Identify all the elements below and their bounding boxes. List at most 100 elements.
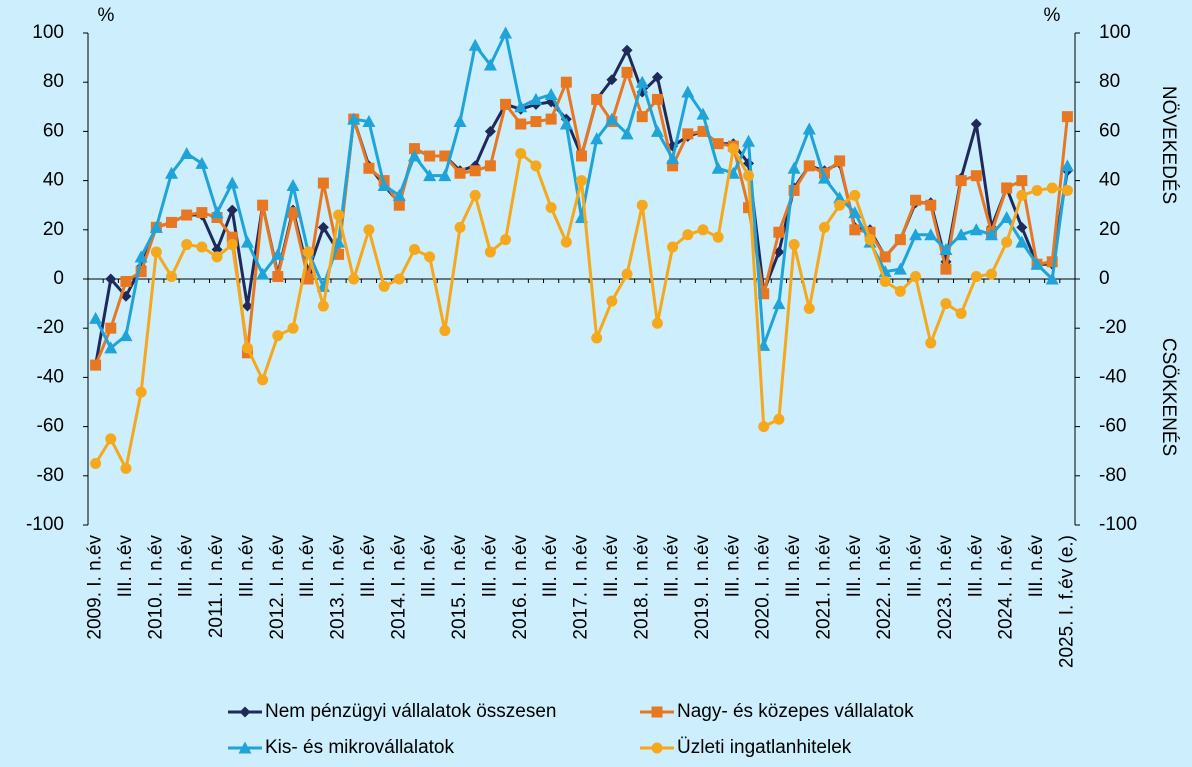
marker (1016, 189, 1028, 201)
marker (681, 85, 695, 98)
marker (1060, 159, 1074, 172)
y2-tick-label: -80 (1099, 465, 1126, 486)
y2-tick-label: -20 (1099, 317, 1126, 338)
marker (166, 271, 178, 283)
x-tick-label: III. n.év (844, 535, 865, 598)
x-tick-label: III. n.év (236, 535, 257, 598)
x-tick-label: 2021. I. n.év (813, 535, 834, 640)
marker (149, 220, 163, 233)
marker (226, 204, 238, 216)
marker (788, 184, 800, 196)
marker (560, 236, 572, 248)
x-tick-label: III. n.év (601, 535, 622, 598)
marker (1015, 235, 1029, 248)
marker (348, 273, 360, 285)
marker (166, 216, 178, 228)
marker (226, 239, 238, 251)
marker (210, 206, 224, 219)
marker (286, 179, 300, 192)
x-tick-label: III. n.év (297, 535, 318, 598)
marker (969, 223, 983, 236)
marker (529, 92, 543, 105)
marker (545, 113, 557, 125)
marker (240, 235, 254, 248)
marker (195, 156, 209, 169)
marker (621, 44, 633, 56)
marker (803, 160, 815, 172)
x-tick-label: III. n.év (176, 535, 197, 598)
marker (925, 199, 937, 211)
marker (667, 160, 679, 172)
marker (272, 330, 284, 342)
marker (650, 124, 664, 137)
y2-tick-label: 0 (1099, 268, 1110, 289)
marker (484, 246, 496, 258)
marker (879, 275, 891, 287)
marker (894, 285, 906, 297)
x-tick-label: III. n.év (540, 535, 561, 598)
marker (864, 226, 876, 238)
marker (150, 246, 162, 258)
x-tick-label: 2015. I. n.év (449, 535, 470, 640)
y-tick-label: 40 (43, 170, 64, 191)
marker (1061, 184, 1073, 196)
y-tick-label: -60 (37, 416, 64, 437)
x-tick-label: III. n.év (905, 535, 926, 598)
marker (802, 122, 816, 135)
marker (1000, 211, 1014, 223)
marker (239, 706, 251, 718)
marker (226, 231, 238, 243)
marker (483, 58, 497, 71)
marker (848, 206, 862, 219)
marker (333, 209, 345, 221)
marker (438, 169, 452, 182)
y2-tick-label: -100 (1099, 514, 1137, 535)
marker (635, 75, 649, 88)
marker (530, 160, 542, 172)
y-tick-label: 80 (43, 71, 64, 92)
y-tick-label: 0 (53, 268, 64, 289)
legend-label: Nagy- és közepes vállalatok (677, 701, 914, 722)
x-tick-label: III. n.év (1026, 535, 1047, 598)
marker (439, 325, 451, 337)
marker (757, 338, 771, 351)
marker (682, 128, 694, 140)
marker (559, 117, 573, 130)
y2-tick-label: 40 (1099, 170, 1120, 191)
marker (105, 273, 117, 285)
marker (408, 243, 420, 255)
marker (439, 150, 451, 162)
marker (90, 359, 102, 371)
marker (697, 125, 709, 137)
marker (211, 251, 223, 263)
marker (621, 268, 633, 280)
marker (711, 161, 725, 174)
marker (134, 250, 148, 263)
marker (105, 433, 117, 445)
marker (287, 207, 299, 219)
marker (500, 98, 512, 110)
marker (287, 322, 299, 334)
y-tick-label: 100 (32, 22, 64, 43)
marker (484, 125, 496, 137)
marker (864, 234, 876, 246)
marker (225, 176, 239, 189)
marker (651, 742, 663, 754)
x-tick-label: 2011. I. n.év (206, 535, 227, 639)
marker (393, 199, 405, 211)
x-tick-label: 2022. I. n.év (874, 535, 895, 640)
marker (576, 175, 587, 187)
marker (712, 231, 724, 243)
marker (621, 66, 633, 78)
marker (135, 266, 147, 278)
marker (803, 303, 815, 315)
marker (454, 167, 466, 179)
marker (666, 151, 680, 164)
marker (697, 224, 709, 236)
x-tick-label: 2009. I. n.év (85, 535, 106, 640)
y-tick-label: 60 (43, 120, 64, 141)
marker (347, 112, 361, 125)
marker (955, 307, 967, 319)
marker (181, 209, 193, 221)
marker (849, 189, 861, 201)
